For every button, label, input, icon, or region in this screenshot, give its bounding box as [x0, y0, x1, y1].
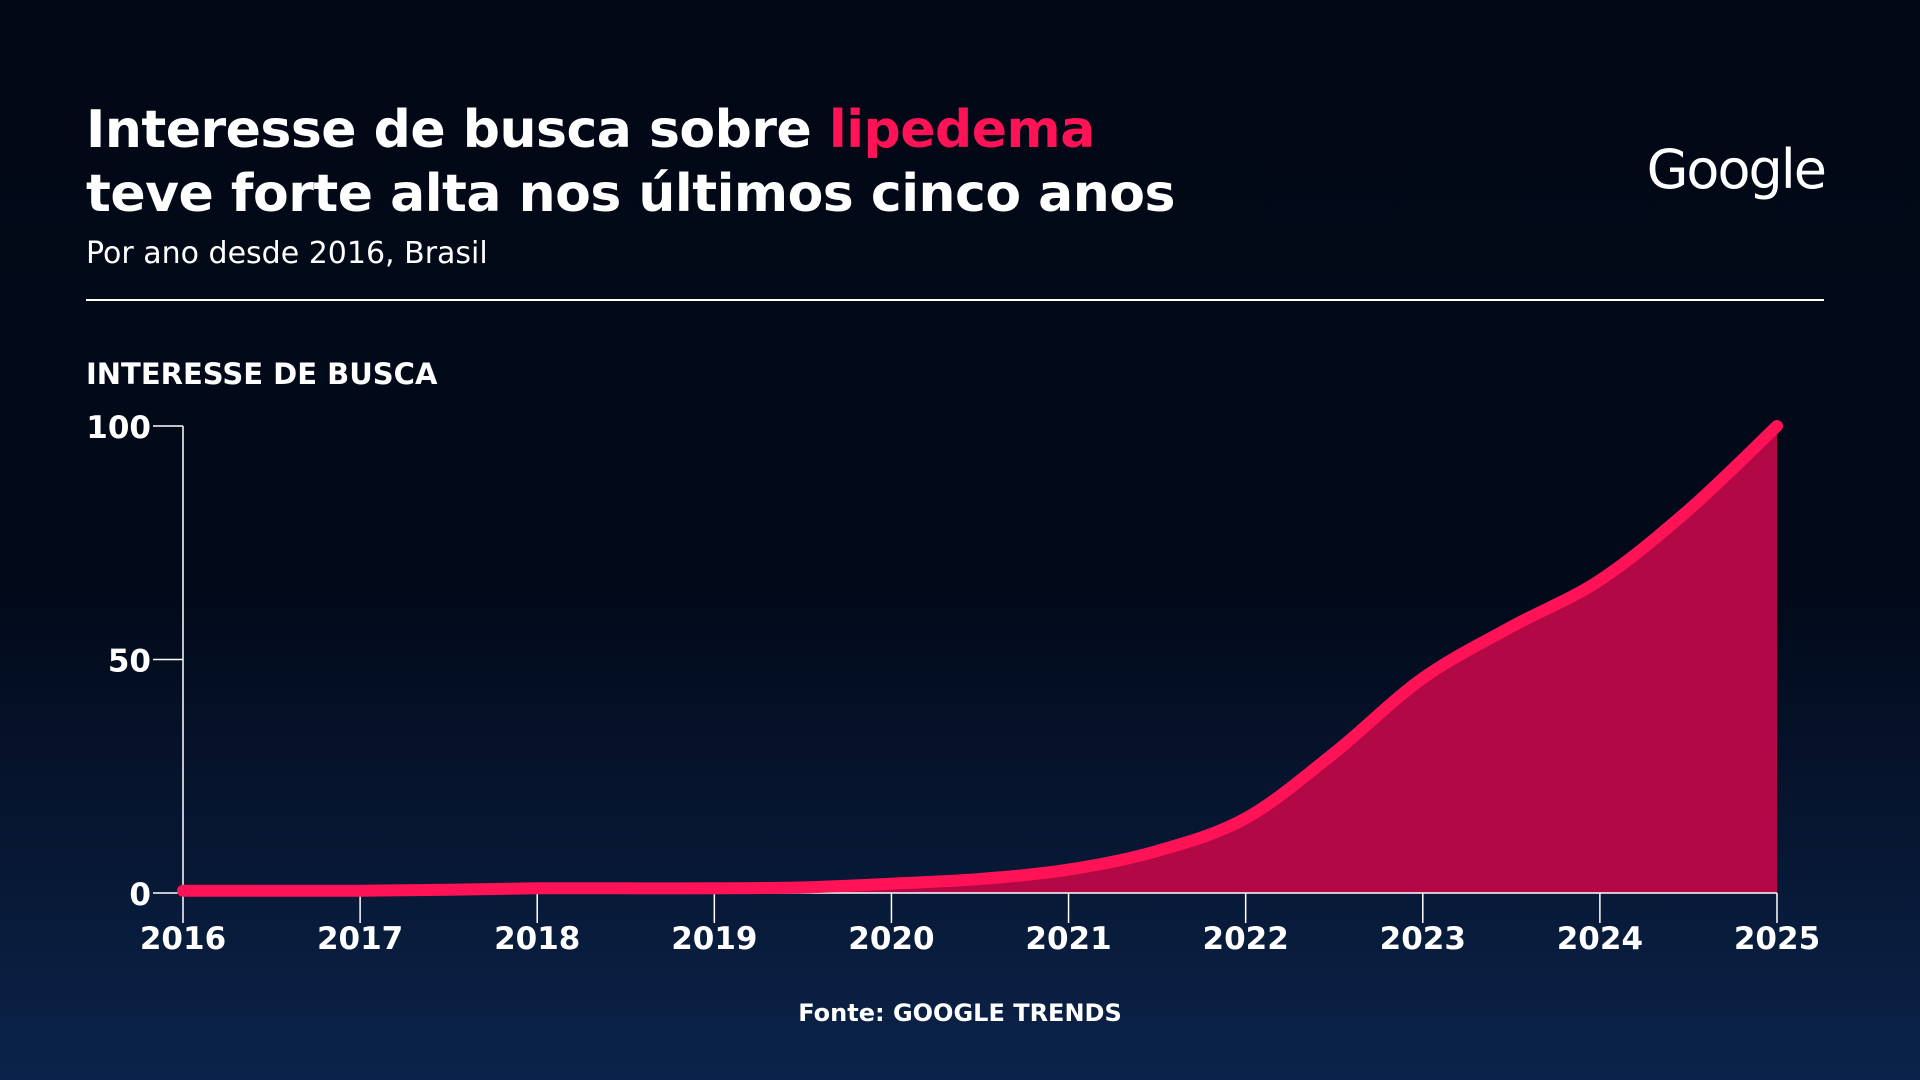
x-tick-label: 2020 [848, 921, 934, 957]
title-line2: teve forte alta nos últimos cinco anos [86, 164, 1175, 224]
series-area [183, 426, 1777, 893]
y-tick-label: 0 [129, 877, 151, 913]
series-line [177, 420, 1783, 897]
google-logo: Google [1646, 138, 1827, 201]
y-tick-label: 50 [108, 644, 151, 680]
y-tick-label: 100 [86, 410, 151, 446]
header-divider [86, 299, 1824, 301]
title-highlight: lipedema [828, 100, 1095, 160]
x-tick-label: 2019 [671, 921, 757, 957]
chart-title: Interesse de busca sobre lipedema teve fo… [86, 98, 1175, 226]
x-tick-label: 2024 [1557, 921, 1643, 957]
x-tick-label: 2022 [1203, 921, 1289, 957]
title-line1-prefix: Interesse de busca sobre [86, 100, 829, 160]
x-tick-label: 2025 [1734, 921, 1820, 957]
x-tick-label: 2017 [317, 921, 403, 957]
source-note: Fonte: GOOGLE TRENDS [798, 999, 1122, 1027]
x-tick-label: 2018 [494, 921, 580, 957]
chart-subtitle: Por ano desde 2016, Brasil [86, 236, 488, 271]
x-tick-label: 2021 [1025, 921, 1111, 957]
y-axis-label: INTERESSE DE BUSCA [86, 357, 438, 391]
x-tick-label: 2023 [1380, 921, 1466, 957]
x-tick-label: 2016 [140, 921, 226, 957]
